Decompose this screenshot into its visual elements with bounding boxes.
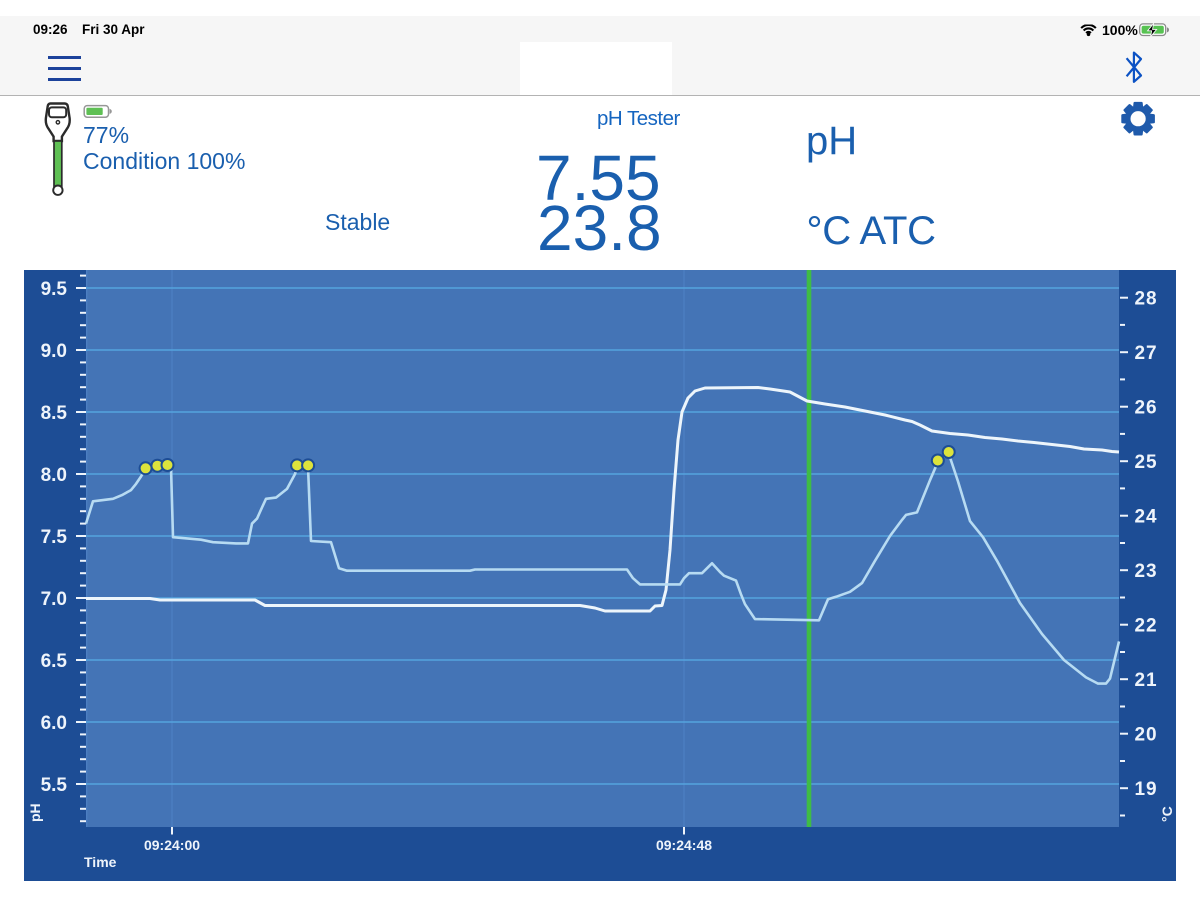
svg-text:pH: pH	[27, 803, 43, 822]
svg-text:27: 27	[1135, 343, 1158, 364]
svg-text:5.5: 5.5	[41, 775, 68, 796]
svg-text:Time: Time	[84, 854, 117, 870]
svg-text:9.0: 9.0	[41, 341, 67, 362]
svg-text:23: 23	[1135, 561, 1158, 582]
svg-text:24: 24	[1135, 507, 1158, 528]
svg-text:21: 21	[1135, 670, 1158, 691]
svg-text:26: 26	[1135, 398, 1158, 419]
svg-text:8.5: 8.5	[41, 403, 68, 424]
svg-text:09:24:00: 09:24:00	[144, 837, 200, 853]
svg-text:09:24:48: 09:24:48	[656, 837, 712, 853]
svg-text:6.0: 6.0	[41, 713, 67, 734]
svg-text:25: 25	[1135, 452, 1158, 473]
svg-text:°C: °C	[1159, 806, 1175, 822]
svg-text:7.5: 7.5	[41, 527, 68, 548]
svg-text:6.5: 6.5	[41, 651, 68, 672]
svg-text:19: 19	[1135, 779, 1158, 800]
svg-text:20: 20	[1135, 725, 1158, 746]
svg-text:7.0: 7.0	[41, 589, 67, 610]
svg-text:22: 22	[1135, 616, 1158, 637]
svg-text:8.0: 8.0	[41, 465, 67, 486]
svg-text:9.5: 9.5	[41, 279, 68, 300]
svg-text:28: 28	[1135, 289, 1158, 310]
